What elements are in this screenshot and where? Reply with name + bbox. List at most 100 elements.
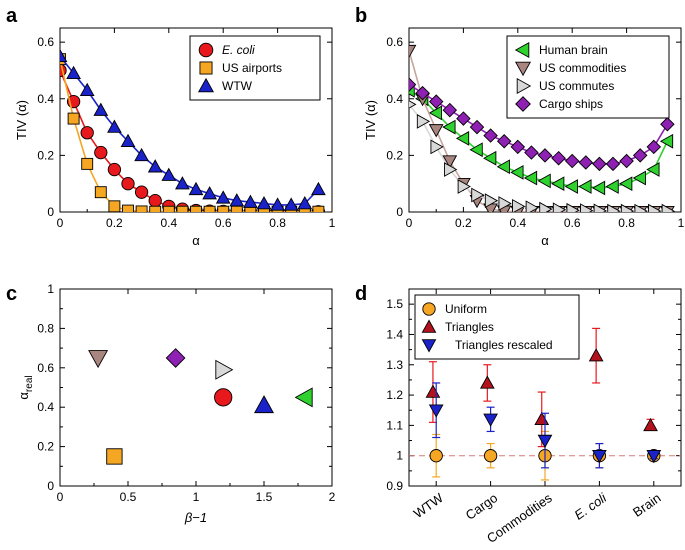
point-cargo-ships xyxy=(483,128,498,143)
point-us-commodities xyxy=(88,350,109,369)
point-cargo-ships xyxy=(165,348,186,368)
point-us-airports xyxy=(190,205,202,212)
x-tick-label: 0.4 xyxy=(509,216,526,230)
point-triangles-rescaled xyxy=(646,449,662,464)
point-us-commodities xyxy=(442,155,458,169)
point-triangles-rescaled xyxy=(592,449,607,464)
x-tick-label: 0.2 xyxy=(106,216,123,230)
x-axis-label: β−1 xyxy=(184,510,207,525)
x-tick-label: 0.2 xyxy=(455,216,472,230)
x-category-label: Cargo xyxy=(463,490,501,523)
y-tick-label: 0.6 xyxy=(37,35,54,49)
legend-label-us-airports: US airports xyxy=(222,61,282,75)
point-triangles xyxy=(425,384,441,398)
x-category-label: WTW xyxy=(411,490,447,521)
point-cargo-ships xyxy=(592,156,607,172)
point-human-brain xyxy=(523,170,538,186)
point-us-commodities xyxy=(428,124,444,138)
point-uniform xyxy=(429,449,443,463)
point-us-commodities xyxy=(409,44,417,59)
y-tick-label: 0.4 xyxy=(386,92,403,106)
panel-b: 0 0.2 0.4 0.6 0.8 1 0 0.2 0.4 0.6 α TIV (α) Human br… xyxy=(363,27,685,248)
point-us-commutes xyxy=(484,193,499,209)
y-tick-label: 0.4 xyxy=(37,92,54,106)
x-tick-label: 1 xyxy=(678,216,685,230)
point-human-brain xyxy=(659,133,674,149)
point-us-commutes xyxy=(498,196,512,211)
point-e-coli xyxy=(94,145,108,160)
plot-frame xyxy=(59,288,333,487)
x-tick-label: 0.6 xyxy=(564,216,581,230)
point-us-airports xyxy=(135,205,148,212)
point-cargo-ships xyxy=(646,139,662,155)
point-human-brain xyxy=(591,180,606,196)
y-tick-label: 0.6 xyxy=(386,35,403,49)
legend-label-uniform: Uniform xyxy=(445,302,487,316)
point-us-airports xyxy=(162,205,175,212)
legend-marker-wtw xyxy=(197,77,215,93)
x-axis-label: α xyxy=(541,233,549,248)
point-e-coli xyxy=(121,177,135,191)
legend-marker-us-airports xyxy=(199,61,213,75)
point-wtw xyxy=(253,395,275,414)
point-wtw xyxy=(215,190,231,204)
legend: Uniform Triangles Triangles rescaled xyxy=(414,294,580,360)
y-tick-label: 0 xyxy=(47,479,54,493)
legend-label-us-commodities: US commodities xyxy=(539,61,626,75)
point-human-brain xyxy=(578,179,592,194)
point-cargo-ships xyxy=(456,111,471,126)
point-us-airports xyxy=(81,157,94,170)
y-tick-label: 0 xyxy=(47,205,54,219)
x-tick-label: 0.8 xyxy=(269,216,286,230)
point-wtw xyxy=(79,82,95,97)
point-us-commutes xyxy=(215,359,234,380)
point-us-commutes xyxy=(661,203,675,212)
point-triangles xyxy=(479,375,495,389)
x-tick-label: 0.8 xyxy=(618,216,635,230)
point-us-commutes xyxy=(416,114,431,129)
point-human-brain xyxy=(455,131,470,146)
point-e-coli xyxy=(107,162,122,177)
legend-label-e-coli: E. coli xyxy=(222,43,255,57)
point-us-commutes xyxy=(457,179,471,194)
point-cargo-ships xyxy=(469,119,485,135)
legend-marker-human-brain xyxy=(514,41,530,59)
x-tick-label: 0.6 xyxy=(215,216,232,230)
point-us-commutes xyxy=(648,203,662,212)
legend-marker-triangles-rescaled xyxy=(421,339,437,353)
panel-a: 0 0.2 0.4 0.6 0.8 1 0 0.2 0.4 0.6 α TIV (α) E. coli U… xyxy=(14,27,336,248)
x-category-label: E. coli xyxy=(572,490,611,523)
point-us-commutes xyxy=(539,201,553,212)
point-wtw xyxy=(256,195,272,210)
point-us-commutes xyxy=(566,202,580,212)
point-wtw xyxy=(60,48,68,63)
point-us-airports xyxy=(217,205,230,212)
panel-label-d: d xyxy=(355,283,367,305)
point-triangles-rescaled xyxy=(537,434,553,449)
point-us-airports xyxy=(122,204,134,212)
point-us-airports xyxy=(108,200,121,212)
point-triangles-rescaled xyxy=(428,404,444,418)
point-us-airports xyxy=(203,205,216,212)
point-human-brain xyxy=(294,387,313,408)
legend-box xyxy=(414,294,580,360)
point-cargo-ships xyxy=(442,102,458,118)
legend: E. coli US airports WTW xyxy=(189,35,321,101)
x-tick-label: 1.5 xyxy=(256,490,273,504)
x-tick-label: 1 xyxy=(193,490,200,504)
y-tick-label: 0.6 xyxy=(37,361,54,375)
y-tick-label: 1.1 xyxy=(386,418,403,432)
point-us-commutes xyxy=(552,202,567,212)
point-wtw xyxy=(283,197,299,211)
point-human-brain xyxy=(496,159,510,175)
point-us-commutes xyxy=(512,198,526,212)
y-tick-label: 0.8 xyxy=(37,321,54,335)
y-axis-label: αreal xyxy=(16,375,35,399)
legend-label-triangles: Triangles xyxy=(445,320,494,334)
point-us-airports xyxy=(176,205,189,212)
x-tick-label: 0 xyxy=(57,490,64,504)
point-human-brain xyxy=(605,179,619,194)
point-wtw xyxy=(134,147,149,162)
y-tick-label: 1.4 xyxy=(386,327,403,341)
panel-c: 0 0.5 1 1.5 2 0 0.2 0.4 0.6 0.8 1 β−1 αreal xyxy=(16,282,336,525)
